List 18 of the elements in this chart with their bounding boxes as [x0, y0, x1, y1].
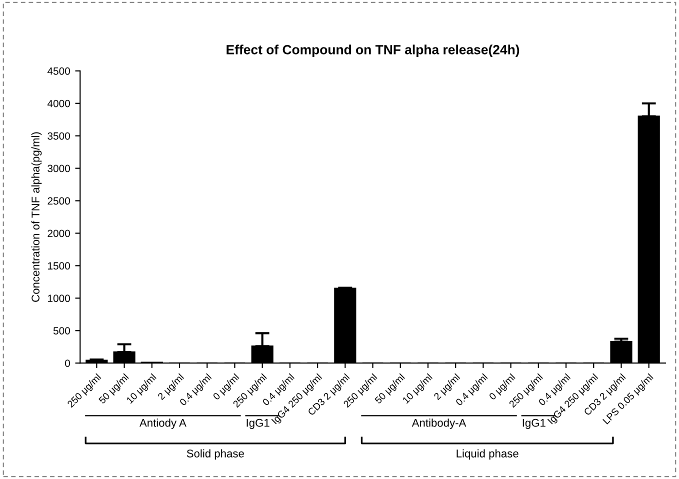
- y-tick-label: 3500: [48, 132, 70, 140]
- text: IgG1: [522, 418, 546, 429]
- y-tick-label: 1500: [48, 262, 70, 270]
- y-tick-label: 4000: [47, 100, 70, 108]
- y-tick-label: 0: [65, 360, 70, 367]
- y-tick-label: 2000: [48, 230, 70, 238]
- y-tick-label: 2500: [48, 197, 70, 205]
- text: IgG1: [246, 418, 270, 429]
- text: Liquid phase: [456, 449, 518, 460]
- y-tick-label: 1000: [48, 294, 70, 302]
- text: Antibody-A: [412, 418, 466, 429]
- y-axis-title: Concentration of TNF alpha(pg/ml): [31, 132, 42, 302]
- y-tick-label: 500: [53, 327, 70, 334]
- y-tick-label: 3000: [48, 164, 70, 172]
- y-tick-label: 4500: [47, 67, 70, 75]
- text: Solid phase: [186, 449, 244, 460]
- text: Antiody A: [139, 418, 186, 429]
- chart-title: Effect of Compound on TNF alpha release(24h): [226, 44, 520, 57]
